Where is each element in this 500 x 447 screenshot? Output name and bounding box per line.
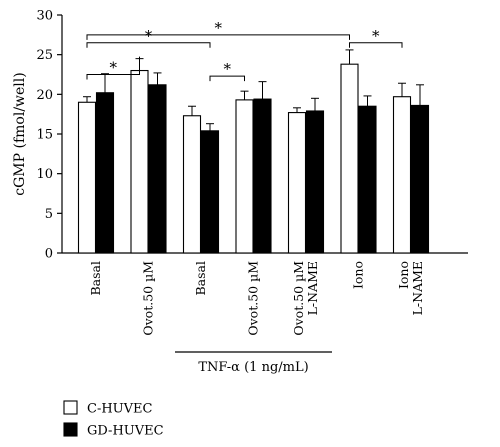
bar-gd-huvec [95,92,115,254]
y-tick-label: 10 [36,167,53,182]
significance-star: * [215,19,223,37]
significance-brackets: * * * * * [86,19,403,82]
legend-swatch [63,422,78,437]
group-annotation: TNF-α (1 ng/mL) [175,351,332,375]
bar-c-huvec [235,99,254,254]
legend: C-HUVEC GD-HUVEC [63,400,164,439]
y-tick-label: 20 [36,88,53,103]
bar-c-huvec [340,63,359,254]
category-label: L-NAME [410,261,425,315]
category-label: Ovot.50 µM [246,261,261,336]
category-label: Ovot.50 µM [141,261,156,336]
bar-gd-huvec [253,98,272,254]
y-axis-title: cGMP (fmol/well) [12,72,28,195]
category-labels: Basal Ovot.50 µM Basal Ovot.50 µM Ovot.50 µM… [88,261,425,336]
group-annotation-label: TNF-α (1 ng/mL) [198,360,308,375]
y-tick-label: 25 [36,48,53,63]
category-label: Iono [351,261,366,289]
category-label: Ovot.50 µM [291,261,306,336]
category-label: Basal [88,261,103,296]
legend-swatch [63,400,78,415]
significance-bracket [86,56,140,80]
significance-star: * [372,27,380,45]
significance-bracket [86,42,211,48]
bar-gd-huvec [410,104,430,254]
y-tick-label: 30 [36,9,53,24]
legend-label: GD-HUVEC [87,424,164,439]
legend-label: C-HUVEC [87,402,153,417]
significance-star: * [110,59,118,77]
significance-bracket [86,34,350,40]
y-tick-label: 5 [45,207,53,222]
y-tick-label: 0 [45,247,53,262]
bar-c-huvec [392,96,412,254]
bar-gd-huvec [305,110,325,254]
category-label: Basal [193,261,208,296]
bar-gd-huvec [200,130,220,254]
bar-c-huvec [182,115,202,254]
bar-c-huvec [287,112,307,254]
category-label: Iono [396,261,411,289]
significance-star: * [145,27,153,45]
bar-c-huvec [77,101,97,254]
significance-bracket [349,42,403,48]
significance-star: * [224,60,232,78]
bar-gd-huvec [148,84,167,254]
bars [77,63,430,254]
axes: 0 5 10 15 20 25 30 cGMP (fmol/well) [12,9,468,262]
category-label: L-NAME [305,261,320,315]
bar-c-huvec [130,69,149,254]
significance-bracket [209,75,245,82]
bar-gd-huvec [358,105,377,254]
y-tick-label: 15 [36,128,53,143]
